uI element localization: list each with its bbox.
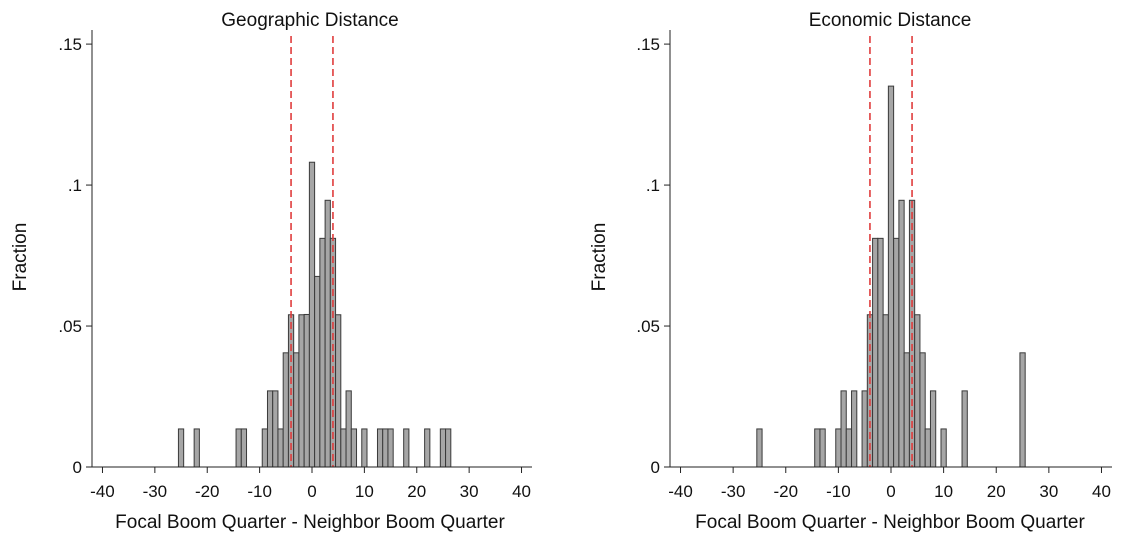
histogram-bar — [439, 428, 447, 468]
histogram-bar — [814, 428, 821, 468]
x-axis-label: Focal Boom Quarter - Neighbor Boom Quart… — [115, 512, 505, 533]
histogram-bar — [924, 428, 931, 468]
x-tick-label: 10 — [355, 482, 374, 501]
x-tick-label: -30 — [143, 482, 168, 501]
x-tick-label: 0 — [307, 482, 316, 501]
histogram-bar — [345, 390, 352, 468]
histogram-bar — [887, 85, 895, 468]
economic-distance-panel: Economic Distance Fraction Focal Boom Qu… — [589, 10, 1112, 533]
histogram-bar — [387, 428, 394, 468]
x-tick-label: -40 — [90, 482, 115, 501]
x-tick-label: 20 — [407, 482, 426, 501]
histogram-bar — [277, 428, 284, 468]
histogram-bar — [376, 428, 384, 468]
histogram-bar — [840, 390, 847, 468]
x-tick-label: 0 — [886, 482, 895, 501]
histogram-bar — [845, 428, 853, 468]
histogram-bar — [308, 161, 316, 468]
histogram-bar — [361, 428, 368, 468]
histogram-bar — [324, 199, 331, 468]
histogram-bar — [261, 428, 268, 468]
histogram-bar — [382, 428, 389, 468]
y-tick-label: .1 — [646, 176, 660, 195]
histogram-bar — [240, 428, 248, 468]
histogram-bar — [919, 352, 926, 468]
x-tick-label: -10 — [826, 482, 851, 501]
y-tick-label: 0 — [651, 458, 660, 477]
histogram-bar — [293, 352, 300, 468]
y-tick-label: .15 — [636, 35, 660, 54]
histogram-bar — [193, 428, 200, 468]
y-axis-label: Fraction — [589, 223, 610, 292]
chart-title: Geographic Distance — [221, 10, 398, 31]
x-tick-label: 20 — [987, 482, 1006, 501]
histogram-bar — [350, 428, 358, 468]
x-tick-label: 40 — [1092, 482, 1111, 501]
histogram-bar — [282, 352, 289, 468]
histogram-bar — [235, 428, 242, 468]
y-tick-label: .05 — [636, 317, 660, 336]
chart-title: Economic Distance — [809, 10, 972, 31]
x-tick-label: -10 — [247, 482, 272, 501]
x-axis-label: Focal Boom Quarter - Neighbor Boom Quart… — [695, 512, 1085, 533]
histogram-bar — [929, 390, 937, 468]
y-tick-label: .1 — [68, 176, 82, 195]
y-axis-label: Fraction — [10, 223, 31, 292]
histogram-bar — [266, 390, 274, 468]
histogram-bar — [756, 428, 763, 468]
histogram-bar — [424, 428, 431, 468]
plot-area: 0 .05 .1 .15 -40 -30 -20 -10 0 10 20 30 40 — [636, 30, 1112, 501]
histogram-bar — [314, 275, 321, 468]
histogram-bar — [319, 237, 326, 468]
plot-area: 0 .05 .1 .15 -40 -30 -20 -10 0 10 20 30 40 — [58, 30, 532, 501]
x-tick-label: 30 — [1039, 482, 1058, 501]
x-tick-label: -20 — [773, 482, 798, 501]
histogram-bar — [898, 199, 905, 468]
histogram-bar — [893, 237, 900, 468]
histogram-bar — [445, 428, 452, 468]
histogram-bar — [819, 428, 826, 468]
histogram-bar — [940, 428, 947, 468]
histogram-bar — [903, 352, 910, 468]
histogram-bar — [1019, 352, 1026, 468]
x-tick-label: -20 — [195, 482, 220, 501]
histogram-bar — [914, 314, 921, 468]
histogram-bar — [403, 428, 410, 468]
histogram-bar — [177, 428, 185, 468]
histogram-bar — [303, 313, 310, 468]
x-tick-label: 30 — [460, 482, 479, 501]
histogram-bar — [340, 428, 347, 468]
x-tick-label: 40 — [512, 482, 531, 501]
x-tick-label: -40 — [668, 482, 693, 501]
x-tick-label: 10 — [934, 482, 953, 501]
histogram-bar — [335, 314, 342, 468]
histogram-bar — [861, 390, 868, 468]
histogram-bar — [272, 390, 279, 468]
histogram-bar — [872, 237, 879, 468]
histogram-bar — [298, 314, 305, 468]
y-tick-label: 0 — [73, 458, 82, 477]
x-tick-label: -30 — [721, 482, 746, 501]
histogram-bar — [851, 390, 858, 468]
histogram-bar — [877, 237, 884, 468]
histogram-bar — [882, 314, 889, 468]
histogram-bar — [961, 390, 968, 468]
y-tick-label: .05 — [58, 317, 82, 336]
y-tick-label: .15 — [58, 35, 82, 54]
histogram-bar — [835, 428, 842, 468]
geographic-distance-panel: Geographic Distance Fraction Focal Boom … — [10, 10, 532, 533]
